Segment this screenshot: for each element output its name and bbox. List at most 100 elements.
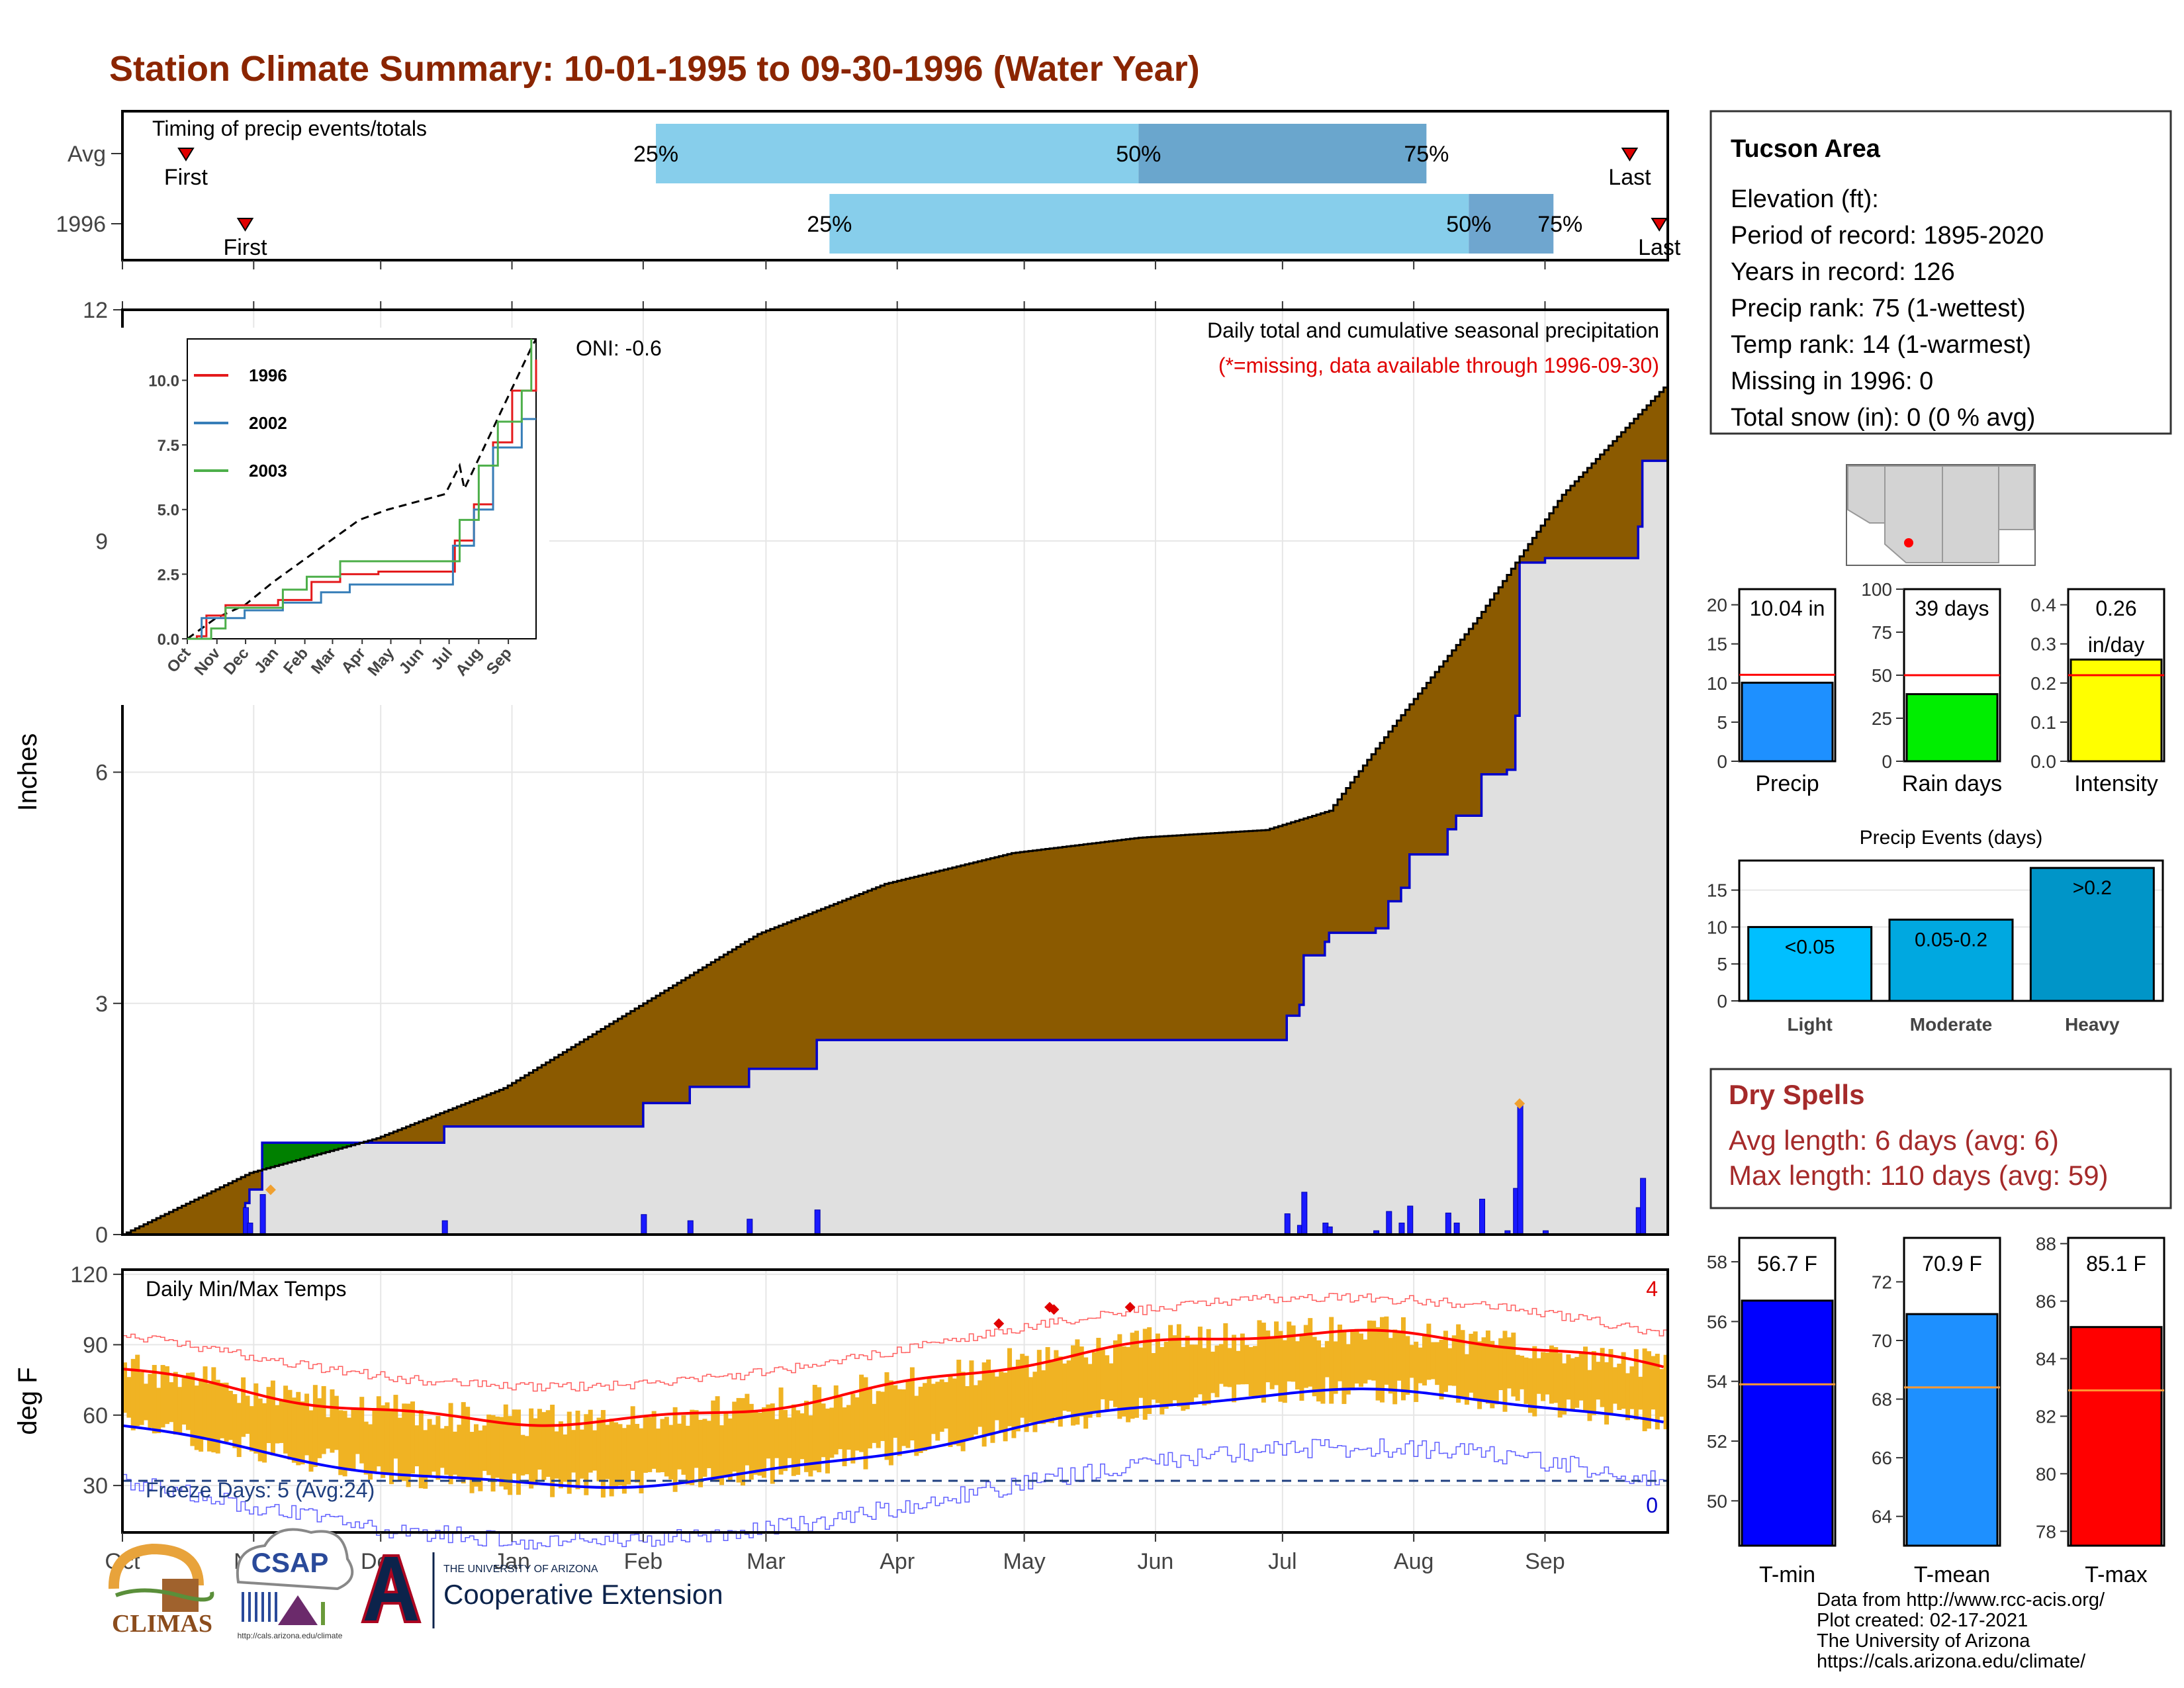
- daily-temp-bar: [571, 1430, 576, 1473]
- station-info-box: Tucson Area Elevation (ft): Period of reco…: [1709, 110, 2172, 435]
- timing-first-label: First: [164, 165, 208, 190]
- daily-temp-bar: [1345, 1344, 1351, 1395]
- daily-temp-bar: [368, 1424, 373, 1480]
- daily-temp-bar: [1015, 1359, 1021, 1432]
- daily-temp-bar: [296, 1391, 301, 1466]
- events-bar: [1747, 925, 1873, 1002]
- timing-bar-25-50: [656, 124, 1139, 183]
- daily-temp-bar: [1426, 1323, 1432, 1380]
- daily-temp-bar: [1663, 1354, 1668, 1430]
- station-info-line: Temp rank: 14 (1-warmest): [1731, 331, 2031, 359]
- month-label: Feb: [624, 1549, 663, 1574]
- temp-bar-y-tick-label: 86: [2036, 1291, 2056, 1312]
- dry-spells-title: Dry Spells: [1729, 1079, 1864, 1110]
- daily-temp-bar: [1545, 1352, 1550, 1395]
- daily-temp-bar: [1338, 1324, 1343, 1382]
- daily-temp-bar: [1354, 1329, 1359, 1384]
- daily-temp-bar: [1409, 1344, 1414, 1378]
- daily-temp-bar: [363, 1421, 369, 1475]
- precip-missing-note: (*=missing, data available through 1996-…: [1218, 353, 1659, 377]
- timing-last-label: Last: [1638, 235, 1681, 260]
- daily-temp-bar: [1003, 1372, 1008, 1442]
- daily-temp-bar: [173, 1372, 178, 1435]
- daily-precip-bar: [641, 1214, 647, 1235]
- dry-spells-avg: Avg length: 6 days (avg: 6): [1729, 1125, 2059, 1156]
- mini-bar-y-tick-label: 75: [1872, 622, 1892, 643]
- daily-temp-bar: [164, 1366, 169, 1425]
- daily-temp-bar: [1379, 1317, 1385, 1403]
- temp-bar-y-tick-label: 58: [1707, 1252, 1727, 1272]
- events-y-tick-label: 0: [1717, 991, 1727, 1011]
- daily-temp-bar: [1109, 1363, 1114, 1401]
- month-label: May: [1003, 1549, 1045, 1574]
- csap-bars: [248, 1592, 251, 1622]
- events-title: Precip Events (days): [1860, 827, 2043, 849]
- events-bar: [1888, 918, 2014, 1002]
- map-state: [1847, 465, 1886, 524]
- daily-temp-bar: [1126, 1346, 1131, 1423]
- daily-temp-bar: [1329, 1317, 1334, 1404]
- station-location-marker-icon: [1904, 538, 1913, 547]
- daily-precip-bar: [247, 1223, 253, 1235]
- map-state-arizona: [1884, 465, 1943, 563]
- mini-bar: [1905, 693, 1999, 763]
- daily-temp-bar: [960, 1372, 966, 1452]
- daily-temp-bar: [1469, 1333, 1474, 1393]
- climas-text: CLIMAS: [112, 1610, 212, 1638]
- inset-legend-label: 2003: [249, 461, 287, 481]
- daily-temp-bar: [863, 1377, 868, 1470]
- daily-temp-bar: [1054, 1350, 1059, 1418]
- daily-temp-bar: [376, 1396, 381, 1467]
- daily-temp-bar: [1320, 1347, 1326, 1404]
- daily-temp-bar: [326, 1417, 331, 1449]
- record-low-count: 0: [1646, 1493, 1658, 1517]
- station-info-line: Years in record: 126: [1731, 258, 1955, 286]
- daily-precip-bar: [1517, 1103, 1524, 1235]
- timing-p75-label: 75%: [1404, 142, 1449, 167]
- logo-row: CLIMAS CSAP http://cals.arizona.edu/climat…: [108, 1528, 723, 1640]
- ua-block-a-icon: [361, 1554, 422, 1623]
- daily-precip-bar: [259, 1194, 266, 1235]
- temp-bar-chart-t-min: 50 52 54 56 58 56.7 F T-min: [1707, 1237, 1837, 1587]
- daily-temp-bar: [1506, 1337, 1512, 1389]
- credit-line: Plot created: 02-17-2021: [1817, 1610, 2028, 1631]
- record-high-marker-icon: [1048, 1304, 1060, 1315]
- daily-temp-bar: [1308, 1318, 1313, 1387]
- daily-temp-bar: [990, 1372, 995, 1443]
- daily-temp-bar: [215, 1380, 220, 1454]
- daily-temp-bar: [558, 1421, 563, 1489]
- timing-row-label: 1996: [56, 212, 106, 237]
- daily-temp-bar: [169, 1382, 174, 1423]
- daily-temp-bar: [1316, 1340, 1322, 1402]
- mini-bar-chart-rain-days: 0 25 50 75 100 39 days Rain days: [1861, 579, 2002, 796]
- timing-panel: Timing of precip events/totals 25% 50% 75% F…: [56, 110, 1681, 310]
- daily-temp-bar: [194, 1385, 199, 1450]
- daily-temp-bar: [617, 1424, 623, 1486]
- daily-temp-bar: [304, 1393, 310, 1456]
- daily-temp-bar: [994, 1376, 999, 1421]
- events-y-tick-label: 15: [1707, 880, 1727, 901]
- y-tick-label: 30: [83, 1474, 108, 1499]
- daily-temp-bar: [639, 1428, 644, 1494]
- temp-bar: [1905, 1313, 1999, 1547]
- temp-y-axis-label: deg F: [13, 1367, 42, 1434]
- daily-temp-bar: [626, 1425, 631, 1485]
- daily-temp-bar: [448, 1403, 453, 1485]
- daily-precip-bar: [687, 1220, 694, 1235]
- daily-temp-bar: [1265, 1330, 1271, 1383]
- daily-temp-bar: [1087, 1364, 1093, 1418]
- daily-temp-bar: [1647, 1351, 1652, 1429]
- inset-frame: [187, 338, 537, 639]
- daily-temp-bar: [199, 1378, 204, 1452]
- daily-temp-bar: [1223, 1323, 1228, 1387]
- mini-bar-chart-precip: 0 5 10 15 20 10.04 in Precip: [1707, 588, 1837, 796]
- precip-events-chart: Precip Events (days) 0 5 10 15 <0.05 Light 0.05…: [1707, 827, 2164, 1035]
- daily-temp-bar: [1527, 1358, 1533, 1413]
- climas-wave: [114, 1588, 214, 1602]
- daily-temp-bar: [253, 1383, 259, 1454]
- daily-temp-bar: [1515, 1354, 1520, 1401]
- daily-temp-bar: [782, 1409, 788, 1472]
- daily-temp-bar: [533, 1418, 538, 1485]
- daily-temp-bar: [1532, 1346, 1537, 1417]
- daily-temp-bar: [503, 1404, 508, 1490]
